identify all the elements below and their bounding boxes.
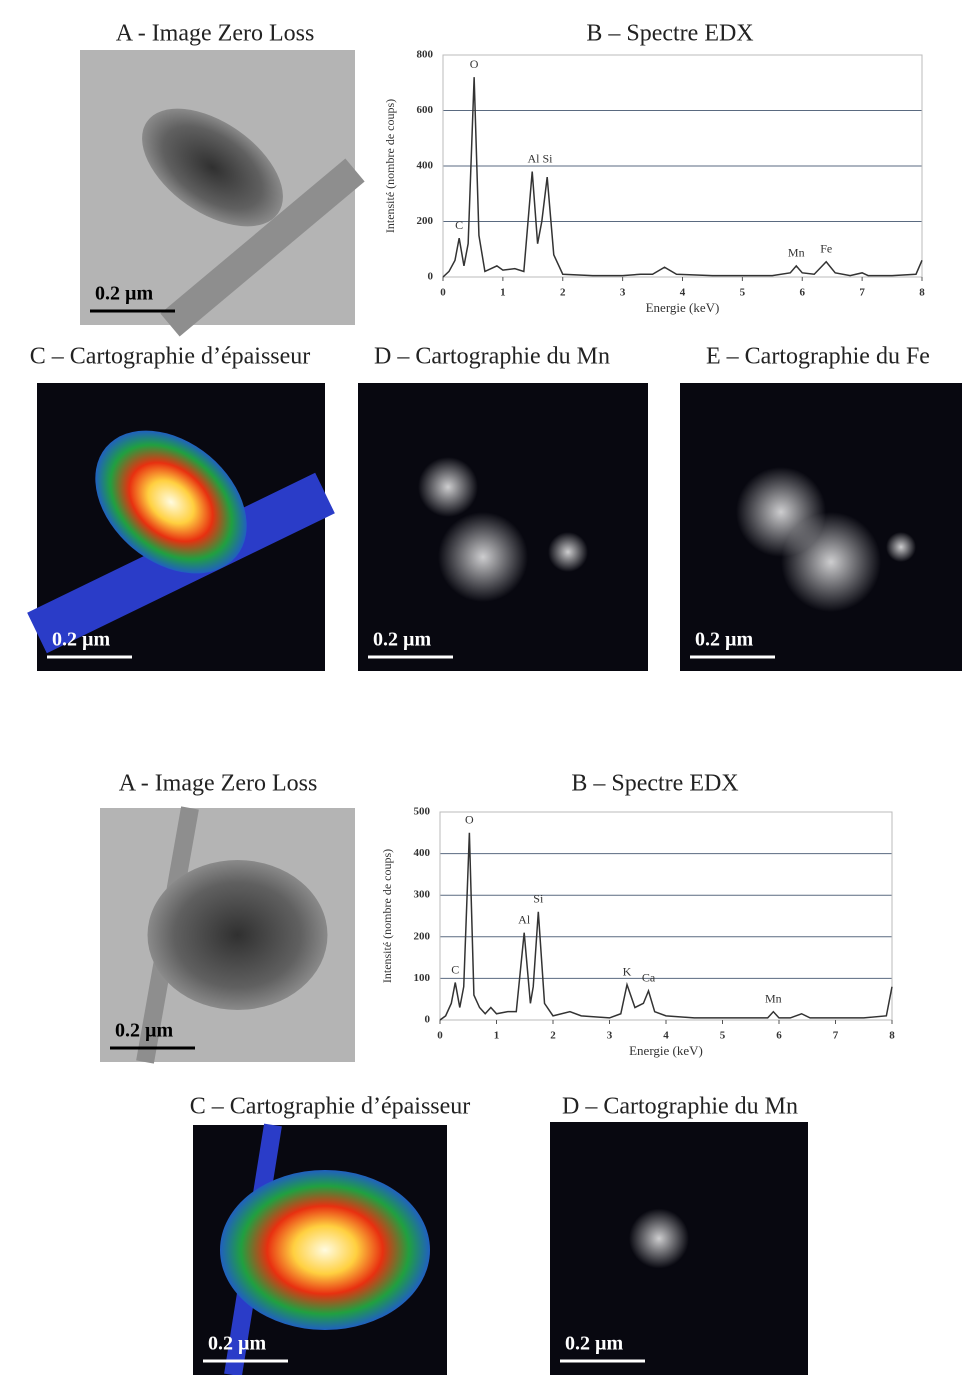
y-tick-label: 200 <box>414 930 431 942</box>
y-tick-label: 800 <box>417 49 434 61</box>
signal <box>629 1208 689 1269</box>
y-tick-label: 600 <box>417 104 434 116</box>
panel-title: D – Cartographie du Mn <box>562 1094 798 1120</box>
y-tick-label: 400 <box>417 160 434 172</box>
x-tick-label: 5 <box>740 287 746 299</box>
y-tick-label: 0 <box>425 1014 431 1026</box>
peak-label: Mn <box>765 991 782 1005</box>
micrograph: 0.2 µm <box>27 383 335 671</box>
y-tick-label: 100 <box>414 972 431 984</box>
panel-title: C – Cartographie d’épaisseur <box>190 1094 471 1120</box>
scale-bar-label: 0.2 µm <box>373 629 432 651</box>
x-tick-label: 6 <box>776 1030 782 1042</box>
panel-title: E – Cartographie du Fe <box>706 344 930 370</box>
peak-label: Al <box>518 912 531 926</box>
scale-bar-label: 0.2 µm <box>695 629 754 651</box>
chart-title: B – Spectre EDX <box>571 771 738 797</box>
particle <box>147 860 328 1010</box>
y-tick-label: 200 <box>417 215 434 227</box>
y-tick-label: 400 <box>414 847 431 859</box>
x-tick-label: 2 <box>550 1030 556 1042</box>
x-tick-label: 0 <box>440 287 446 299</box>
x-tick-label: 5 <box>720 1030 726 1042</box>
y-tick-label: 0 <box>428 271 434 283</box>
x-tick-label: 4 <box>663 1030 669 1042</box>
signal <box>418 457 478 517</box>
micrograph: 0.2 µm <box>193 1123 447 1375</box>
x-tick-label: 4 <box>680 287 686 299</box>
x-tick-label: 1 <box>494 1030 500 1042</box>
y-tick-label: 500 <box>414 806 431 818</box>
x-tick-label: 1 <box>500 287 506 299</box>
particle <box>220 1170 430 1330</box>
peak-label: Ca <box>642 971 656 985</box>
panel-title: A - Image Zero Loss <box>119 771 318 797</box>
x-axis-label: Energie (keV) <box>629 1043 703 1058</box>
x-tick-label: 2 <box>560 287 566 299</box>
grid-bar <box>160 158 365 337</box>
scale-bar-label: 0.2 µm <box>52 629 111 651</box>
y-axis-label: Intensité (nombre de coups) <box>380 849 394 983</box>
micrograph: 0.2 µm <box>680 383 962 671</box>
spectrum-line <box>442 77 923 278</box>
scale-bar-label: 0.2 µm <box>565 1333 624 1355</box>
peak-label: Fe <box>820 241 832 255</box>
plot-frame <box>439 811 893 1021</box>
peak-label: Mn <box>788 246 805 260</box>
x-tick-label: 6 <box>800 287 806 299</box>
x-tick-label: 0 <box>437 1030 443 1042</box>
peak-label: C <box>455 218 463 232</box>
panel-title: C – Cartographie d’épaisseur <box>30 344 311 370</box>
x-tick-label: 7 <box>859 287 865 299</box>
scale-bar-label: 0.2 µm <box>208 1333 267 1355</box>
peak-label: O <box>465 813 474 827</box>
signal <box>548 532 588 572</box>
peak-label: C <box>451 962 459 976</box>
peak-label: Al Si <box>527 151 553 165</box>
signal <box>781 512 881 612</box>
spectrum-line <box>439 832 893 1021</box>
x-tick-label: 3 <box>607 1030 613 1042</box>
x-axis-label: Energie (keV) <box>646 300 720 315</box>
x-tick-label: 8 <box>889 1030 895 1042</box>
particle <box>95 430 247 574</box>
peak-label: O <box>470 57 479 71</box>
signal <box>886 532 916 562</box>
particle <box>142 108 283 227</box>
x-tick-label: 7 <box>833 1030 839 1042</box>
scale-bar-label: 0.2 µm <box>115 1020 174 1042</box>
peak-label: K <box>623 964 632 978</box>
chart-title: B – Spectre EDX <box>586 21 753 47</box>
signal <box>438 512 528 602</box>
x-tick-label: 8 <box>919 287 925 299</box>
peak-label: Si <box>533 892 544 906</box>
micrograph: 0.2 µm <box>358 383 648 671</box>
micrograph: 0.2 µm <box>100 806 355 1064</box>
micrograph: 0.2 µm <box>550 1122 808 1375</box>
y-tick-label: 300 <box>414 889 431 901</box>
panel-title: D – Cartographie du Mn <box>374 344 610 370</box>
micrograph: 0.2 µm <box>80 50 365 337</box>
panel-title: A - Image Zero Loss <box>116 21 315 47</box>
x-tick-label: 3 <box>620 287 626 299</box>
y-axis-label: Intensité (nombre de coups) <box>383 99 397 233</box>
scale-bar-label: 0.2 µm <box>95 283 154 305</box>
